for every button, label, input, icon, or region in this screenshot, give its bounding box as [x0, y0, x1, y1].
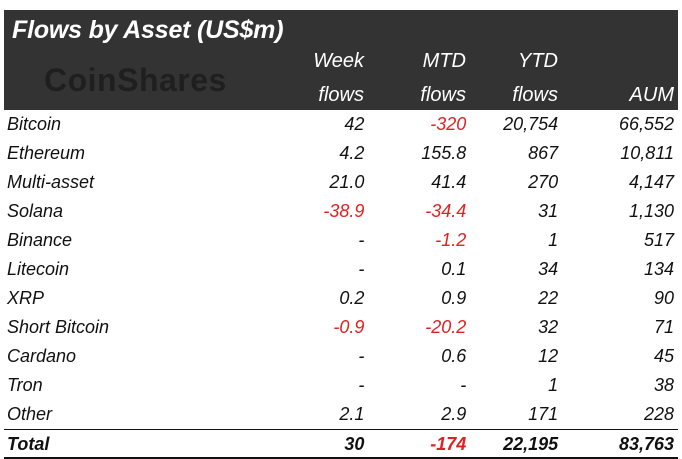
- mtd-value: -20.2: [425, 317, 467, 337]
- table-row: Bitcoin 42 -320 20,754 66,552: [4, 110, 678, 139]
- week-value: -0.9: [333, 317, 365, 337]
- week-value: 21.0: [329, 172, 365, 192]
- table-row: Other 2.1 2.9 171 228: [4, 400, 678, 430]
- total-row: Total 30 -174 22,195 83,763: [4, 429, 678, 459]
- mtd-value: -320: [430, 114, 467, 134]
- asset-name: Short Bitcoin: [7, 317, 110, 337]
- ytd-value: 1: [548, 230, 559, 250]
- col-aum-header: AUM: [629, 84, 674, 106]
- mtd-value: -1.2: [435, 230, 467, 250]
- aum-value: 90: [653, 288, 674, 308]
- table-row: Cardano - 0.6 12 45: [4, 342, 678, 371]
- mtd-value: 0.9: [441, 288, 467, 308]
- asset-name: Binance: [7, 230, 73, 250]
- mtd-value: 2.9: [441, 404, 467, 424]
- mtd-value: -: [460, 375, 467, 395]
- ytd-value: 34: [538, 259, 559, 279]
- asset-name: Ethereum: [7, 143, 86, 163]
- table-row: Tron - - 1 38: [4, 371, 678, 400]
- week-value: 4.2: [339, 143, 365, 163]
- ytd-value: 20,754: [503, 114, 559, 134]
- table-bottom-border: [4, 457, 678, 459]
- week-value: -: [358, 259, 365, 279]
- aum-value: 134: [643, 259, 674, 279]
- week-value: -: [358, 375, 365, 395]
- asset-name: XRP: [7, 288, 45, 308]
- ytd-value: 32: [538, 317, 559, 337]
- ytd-value: 12: [538, 346, 559, 366]
- aum-value: 517: [643, 230, 674, 250]
- ytd-value: 1: [548, 375, 559, 395]
- week-value: 2.1: [339, 404, 365, 424]
- mtd-value: 155.8: [421, 143, 467, 163]
- aum-value: 83,763: [558, 429, 678, 459]
- flows-table-body: Bitcoin 42 -320 20,754 66,552 Ethereum 4.2 155.…: [4, 110, 678, 459]
- asset-name: Other: [7, 404, 53, 424]
- ytd-value: 171: [528, 404, 559, 424]
- col-week-header-line1: Week: [313, 50, 364, 72]
- week-value: 42: [344, 114, 365, 134]
- week-value: 0.2: [339, 288, 365, 308]
- ytd-value: 22,195: [466, 429, 559, 459]
- col-mtd-header-line1: MTD: [422, 50, 466, 72]
- aum-value: 4,147: [628, 172, 674, 192]
- asset-name: Solana: [7, 201, 64, 221]
- asset-name: Total: [4, 429, 257, 459]
- ytd-value: 270: [528, 172, 559, 192]
- coinshares-logo: CoinShares: [44, 62, 227, 98]
- asset-name: Tron: [7, 375, 43, 395]
- table-row: Short Bitcoin -0.9 -20.2 32 71: [4, 313, 678, 342]
- aum-value: 1,130: [628, 201, 674, 221]
- table-row: Ethereum 4.2 155.8 867 10,811: [4, 139, 678, 168]
- table-header: Flows by Asset (US$m) CoinShares Week fl…: [4, 10, 678, 110]
- table-row: XRP 0.2 0.9 22 90: [4, 284, 678, 313]
- aum-value: 10,811: [620, 143, 674, 163]
- aum-value: 66,552: [618, 114, 674, 134]
- week-value: -: [358, 230, 365, 250]
- mtd-value: 41.4: [431, 172, 467, 192]
- mtd-value: 0.1: [441, 259, 467, 279]
- ytd-value: 867: [528, 143, 559, 163]
- asset-name: Litecoin: [7, 259, 70, 279]
- mtd-value: -34.4: [425, 201, 467, 221]
- flows-table: Bitcoin 42 -320 20,754 66,552 Ethereum 4.2 155.…: [4, 110, 678, 459]
- ytd-value: 31: [538, 201, 559, 221]
- aum-value: 71: [653, 317, 674, 337]
- week-value: -38.9: [323, 201, 365, 221]
- mtd-value: 0.6: [441, 346, 467, 366]
- asset-name: Multi-asset: [7, 172, 95, 192]
- col-week-header-line2: flows: [318, 84, 364, 106]
- asset-name: Cardano: [7, 346, 77, 366]
- week-value: -: [358, 346, 365, 366]
- table-row: Binance - -1.2 1 517: [4, 226, 678, 255]
- col-ytd-header-line1: YTD: [518, 50, 558, 72]
- aum-value: 228: [643, 404, 674, 424]
- asset-name: Bitcoin: [7, 114, 62, 134]
- mtd-value: -174: [364, 429, 467, 459]
- col-mtd-header-line2: flows: [420, 84, 466, 106]
- table-row: Litecoin - 0.1 34 134: [4, 255, 678, 284]
- ytd-value: 22: [538, 288, 559, 308]
- col-ytd-header-line2: flows: [512, 84, 558, 106]
- table-row: Solana -38.9 -34.4 31 1,130: [4, 197, 678, 226]
- table-title: Flows by Asset (US$m): [12, 16, 284, 44]
- week-value: 30: [256, 429, 365, 459]
- aum-value: 45: [653, 346, 674, 366]
- aum-value: 38: [653, 375, 674, 395]
- table-row: Multi-asset 21.0 41.4 270 4,147: [4, 168, 678, 197]
